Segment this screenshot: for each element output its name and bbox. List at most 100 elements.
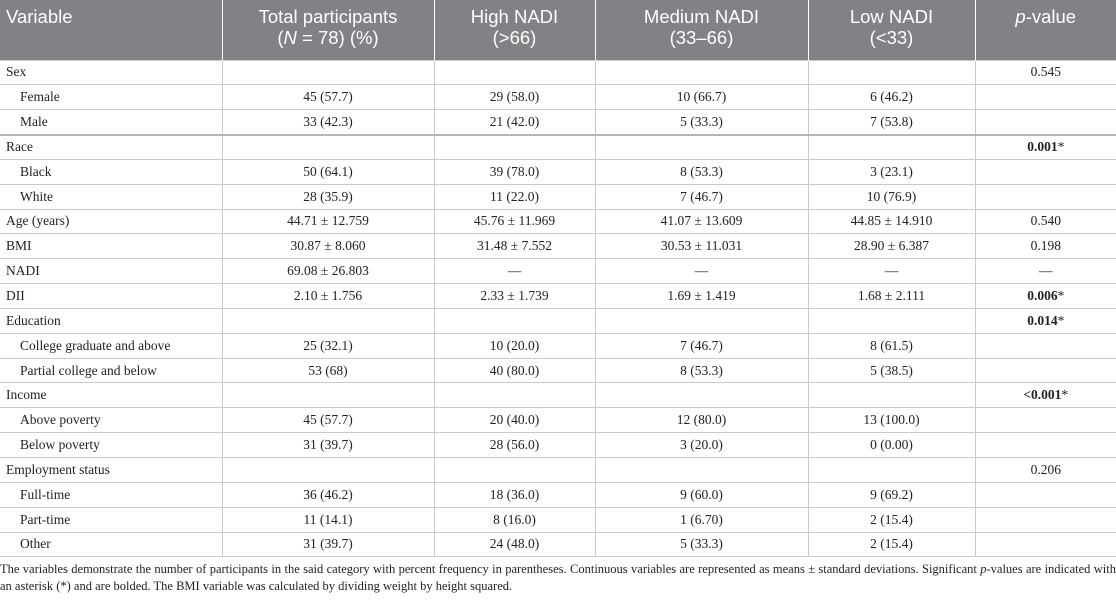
row: NADI 69.08 ± 26.803— — — — (0, 258, 1116, 285)
empty-cell (974, 481, 1116, 508)
header-line: Variable (6, 6, 216, 27)
row-label: BMI (0, 233, 223, 260)
header-line: Low NADI (815, 6, 969, 27)
empty-cell (221, 133, 435, 160)
value-cell: 20 (40.0) (433, 407, 596, 434)
header-row: Variable Total participants (N = 78) (%) Hi… (0, 0, 1116, 60)
value-cell: 1.68 ± 2.111 (807, 283, 976, 309)
header-text: High NADI (470, 6, 559, 27)
p-value-cell: 0.006* (974, 283, 1116, 309)
row-label: Other (0, 531, 223, 558)
value-cell: 0 (0.00) (807, 432, 976, 458)
p-value: — (1039, 263, 1053, 279)
empty-cell (974, 183, 1116, 210)
value-cell: 29 (58.0) (433, 84, 596, 111)
header-italic: p (1015, 6, 1026, 27)
value-cell: 8 (16.0) (433, 506, 596, 533)
row-label: Sex (0, 59, 223, 86)
p-value-cell: 0.540 (974, 208, 1116, 235)
empty-cell (807, 457, 976, 483)
empty-cell (807, 133, 976, 160)
header-cell: Variable (0, 0, 222, 60)
value-cell: 7 (46.7) (594, 332, 809, 359)
row-label: Part-time (0, 506, 223, 533)
row: Race 0.001* (0, 133, 1116, 160)
row: Sex 0.545 (0, 59, 1116, 86)
empty-cell (974, 332, 1116, 359)
empty-cell (594, 133, 809, 160)
row: Employment status 0.206 (0, 457, 1116, 483)
value-cell: 28 (35.9) (221, 183, 435, 210)
empty-cell (807, 59, 976, 86)
row-label: Education (0, 307, 223, 334)
value-cell: 2.10 ± 1.756 (221, 283, 435, 309)
value-cell: 6 (46.2) (807, 84, 976, 111)
value-cell: 41.07 ± 13.609 (594, 208, 809, 235)
value-cell: 11 (14.1) (221, 506, 435, 533)
p-value-mark: * (1057, 139, 1065, 155)
header-cell: Total participants (N = 78) (%) (221, 0, 434, 60)
value-cell: 9 (60.0) (594, 481, 809, 508)
p-value: 0.206 (1030, 461, 1061, 477)
value-cell: 13 (100.0) (807, 407, 976, 434)
value-cell: 8 (61.5) (807, 332, 976, 359)
value-cell: 33 (42.3) (221, 109, 435, 136)
sub-row: Female 45 (57.7) 29 (58.0) 10 (66.7) 6 (46.2… (0, 84, 1116, 111)
p-value-cell: 0.014* (974, 307, 1116, 334)
header-line: (33–66) (669, 27, 734, 48)
empty-cell (807, 307, 976, 334)
row-label: Above poverty (0, 407, 223, 434)
value-cell: 1.69 ± 1.419 (594, 283, 809, 309)
value-cell: 5 (33.3) (594, 109, 809, 136)
value-cell: 8 (53.3) (594, 158, 809, 185)
empty-cell (433, 382, 596, 409)
empty-cell (221, 382, 435, 409)
value-cell: 10 (66.7) (594, 84, 809, 111)
p-value-cell: — (974, 258, 1116, 285)
value-cell: 5 (38.5) (807, 357, 976, 384)
sub-row: Part-time 11 (14.1) 8 (16.0) 1 (6.70) 2 (15.… (0, 506, 1116, 533)
value-cell: 2.33 ± 1.739 (433, 283, 596, 309)
p-value-cell: 0.545 (974, 59, 1116, 86)
header-cell: Medium NADI (33–66) (594, 0, 808, 60)
row-label: Black (0, 158, 223, 185)
sub-row: College graduate and above 25 (32.1) 10 (2… (0, 332, 1116, 359)
value-cell: 3 (20.0) (594, 432, 809, 458)
value-cell: 10 (20.0) (433, 332, 596, 359)
value-cell: 44.85 ± 14.910 (807, 208, 976, 235)
p-value-cell: 0.001* (974, 133, 1116, 160)
value-cell: 50 (64.1) (221, 158, 435, 185)
header-text: Variable (6, 6, 73, 27)
footnote-text: The variables demonstrate the number of … (0, 562, 981, 577)
row-label: Partial college and below (0, 357, 223, 384)
row: Education 0.014* (0, 307, 1116, 334)
value-cell: 28.90 ± 6.387 (807, 233, 976, 260)
value-cell: 31 (39.7) (221, 432, 435, 458)
value-cell: 45 (57.7) (221, 407, 435, 434)
value-cell: 31.48 ± 7.552 (433, 233, 596, 260)
empty-cell (433, 457, 596, 483)
value-cell: 11 (22.0) (433, 183, 596, 210)
row-label: Male (0, 109, 223, 136)
header-text: Total participants (258, 6, 398, 27)
empty-cell (221, 59, 435, 86)
table-body: Sex 0.545 Female 45 (57.7) 29 (58.0) 10 (66.7… (0, 59, 1116, 558)
p-value-bold: 0.006 (1027, 288, 1058, 304)
sub-row: Below poverty 31 (39.7) 28 (56.0) 3 (20.0) 0… (0, 432, 1116, 458)
empty-cell (594, 382, 809, 409)
value-cell: 7 (53.8) (807, 109, 976, 136)
header-line: High NADI (441, 6, 589, 27)
value-cell: 25 (32.1) (221, 332, 435, 359)
empty-cell (974, 531, 1116, 558)
header-text: ( (277, 27, 284, 48)
header-cell: p-value (974, 0, 1116, 60)
p-value-mark: * (1061, 387, 1069, 403)
value-cell: 1 (6.70) (594, 506, 809, 533)
value-cell: — (807, 258, 976, 285)
sub-row: Black 50 (64.1) 39 (78.0) 8 (53.3) 3 (23.1) (0, 158, 1116, 185)
row: BMI 30.87 ± 8.060 31.48 ± 7.552 30.53 ± 11.… (0, 233, 1116, 260)
p-value-bold: 0.001 (1027, 139, 1058, 155)
value-cell: 7 (46.7) (594, 183, 809, 210)
value-cell: 12 (80.0) (594, 407, 809, 434)
row-label: Income (0, 382, 223, 409)
